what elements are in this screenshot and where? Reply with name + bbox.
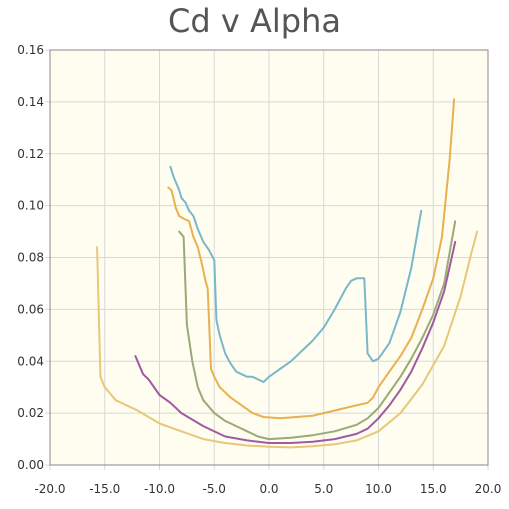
x-tick-label: -5.0 [203,482,226,496]
x-tick-label: -20.0 [34,482,65,496]
series-group [96,98,479,449]
y-tick-labels: 0.00 0.02 0.04 0.06 0.08 0.10 0.12 0.14 0.16 [17,43,44,472]
x-tick-label: 20.0 [475,482,502,496]
series-line-1 [96,230,479,449]
x-tick-label: 10.0 [365,482,392,496]
grid-lines [45,49,489,470]
x-tick-label: 0.0 [259,482,278,496]
series-line-4 [167,98,456,420]
y-tick-label: 0.14 [17,95,44,109]
plot-frame [49,49,489,466]
x-tick-label: 5.0 [314,482,333,496]
x-tick-label: -15.0 [89,482,120,496]
x-tick-label: 15.0 [420,482,447,496]
y-tick-label: 0.04 [17,354,44,368]
x-tick-labels: -20.0 -15.0 -10.0 -5.0 0.0 5.0 10.0 15.0 20.0 [34,482,501,496]
y-tick-label: 0.06 [17,302,44,316]
y-tick-label: 0.16 [17,43,44,57]
y-tick-label: 0.08 [17,251,44,265]
y-tick-label: 0.02 [17,406,44,420]
y-tick-label: 0.12 [17,147,44,161]
y-tick-label: 0.00 [17,458,44,472]
chart-title: Cd v Alpha [168,2,341,40]
series-line-3 [178,220,457,441]
x-tick-label: -10.0 [144,482,175,496]
y-tick-label: 0.10 [17,199,44,213]
series-line-5 [169,165,423,383]
series-line-2 [134,240,457,444]
